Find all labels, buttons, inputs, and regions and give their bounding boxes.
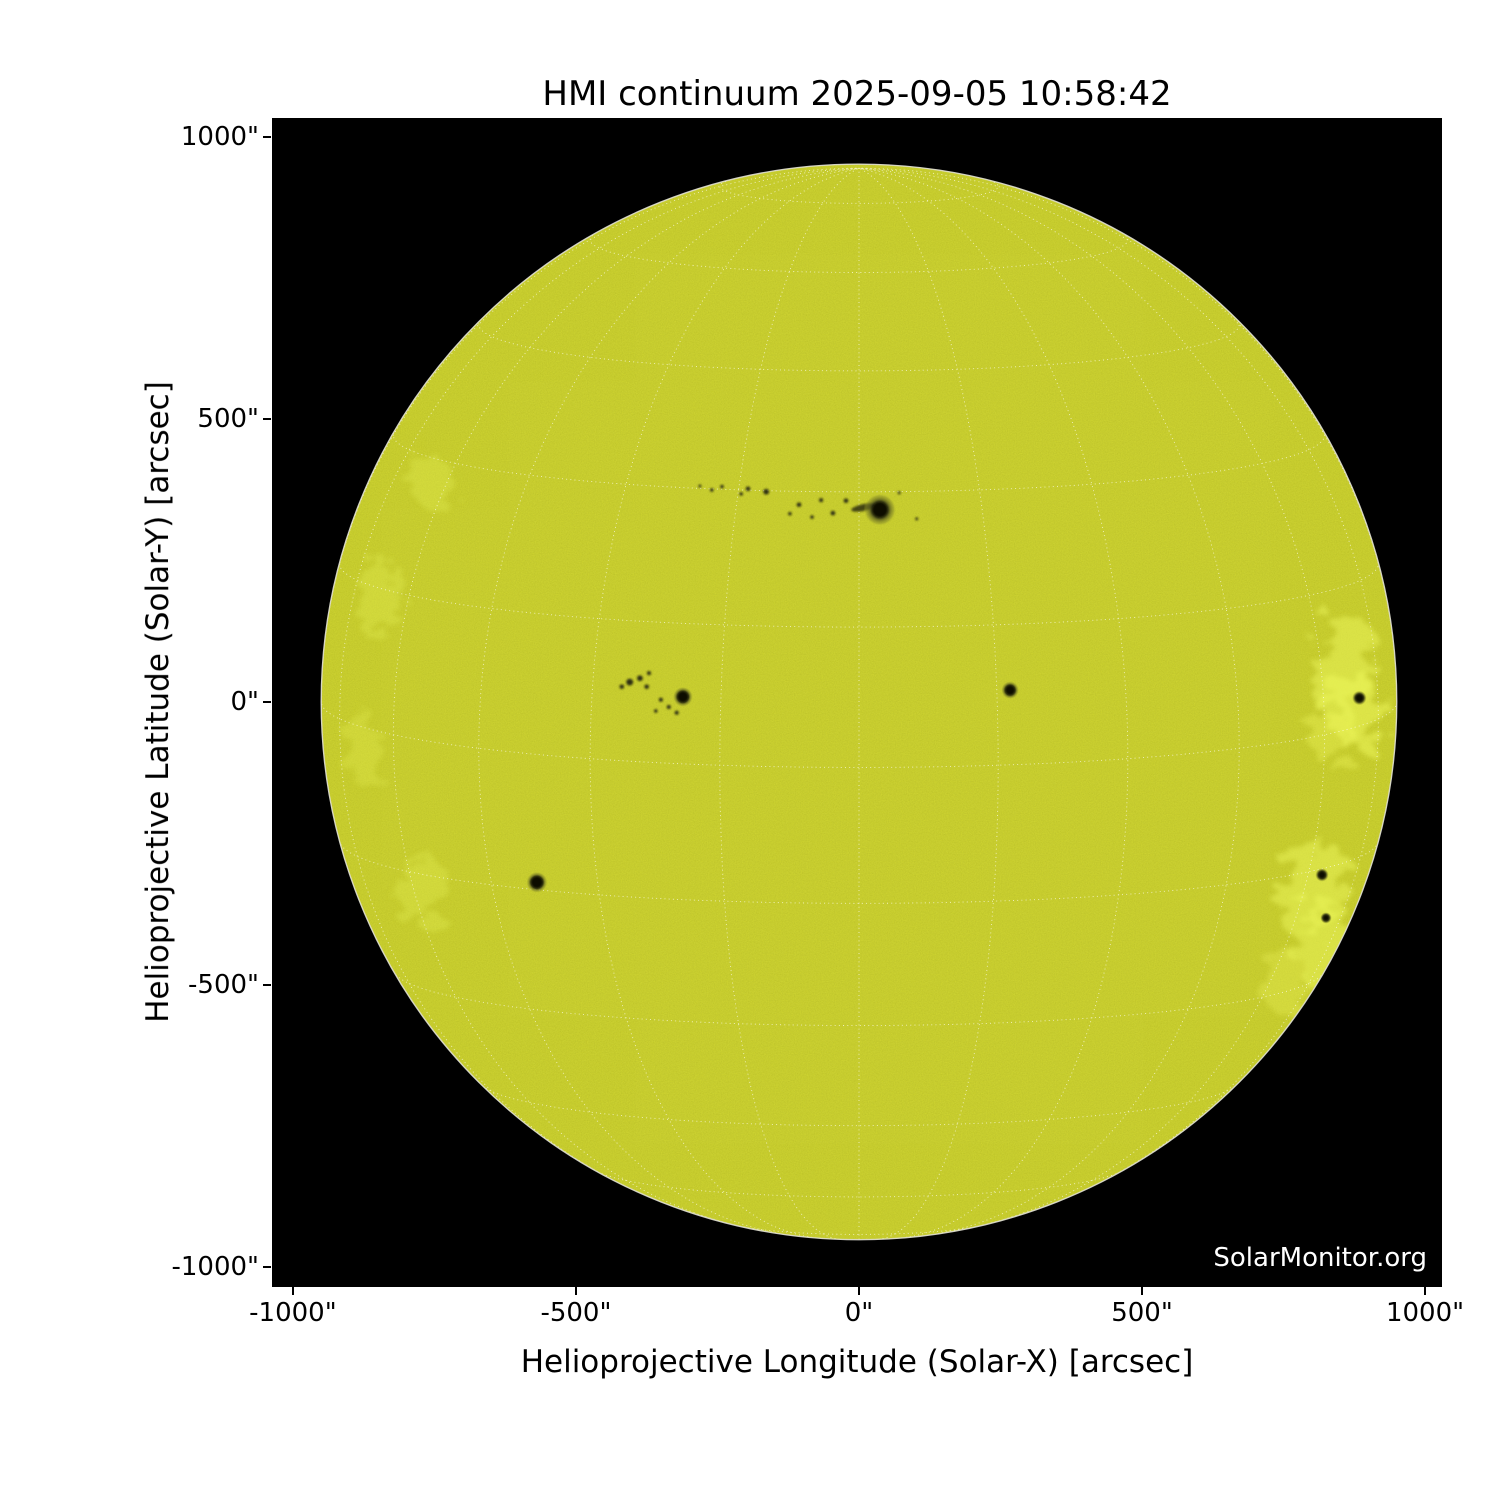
x-tick-mark: [291, 1287, 294, 1295]
sunspot-pores: [619, 484, 919, 715]
plot-area: SolarMonitor.org: [272, 118, 1442, 1287]
x-tick-mark: [857, 1287, 860, 1295]
sun-disk-image: [320, 163, 1398, 1241]
y-tick-label: -500": [188, 969, 259, 1000]
y-tick-label: 500": [197, 404, 259, 435]
x-tick-mark: [1424, 1287, 1427, 1295]
y-tick-mark: [263, 1266, 271, 1269]
y-axis-label: Helioprojective Latitude (Solar-Y) [arcs…: [140, 381, 176, 1023]
heliographic-grid: [321, 167, 1397, 1240]
x-tick-label: 1000": [1385, 1298, 1465, 1328]
sunspot-umbra: [1318, 870, 1326, 879]
y-tick-label: 0": [230, 686, 259, 717]
sunspot-umbra: [1322, 914, 1330, 922]
sunspot-umbra: [677, 691, 689, 703]
watermark: SolarMonitor.org: [1213, 1243, 1427, 1273]
x-tick-label: 500": [1111, 1298, 1173, 1328]
sunspot-umbra: [1005, 685, 1016, 696]
x-axis-label: Helioprojective Longitude (Solar-X) [arc…: [520, 1344, 1194, 1380]
figure-title: HMI continuum 2025-09-05 10:58:42: [542, 74, 1172, 114]
plage-regions: [343, 452, 1381, 1019]
y-tick-label: 1000": [180, 121, 259, 152]
sunspot-umbra: [1354, 693, 1364, 703]
x-tick-mark: [574, 1287, 577, 1295]
sunspot-umbra: [530, 876, 544, 889]
x-tick-label: 0": [844, 1298, 874, 1328]
x-tick-label: -1000": [249, 1298, 337, 1328]
y-tick-label: -1000": [171, 1252, 259, 1283]
y-tick-mark: [263, 983, 271, 986]
sunspots: [526, 493, 1367, 924]
x-tick-mark: [1141, 1287, 1143, 1295]
sunspot-umbra: [872, 501, 888, 518]
y-tick-mark: [263, 135, 271, 138]
y-tick-mark: [263, 418, 271, 421]
y-tick-mark: [263, 700, 271, 703]
x-tick-label: -500": [540, 1298, 612, 1328]
